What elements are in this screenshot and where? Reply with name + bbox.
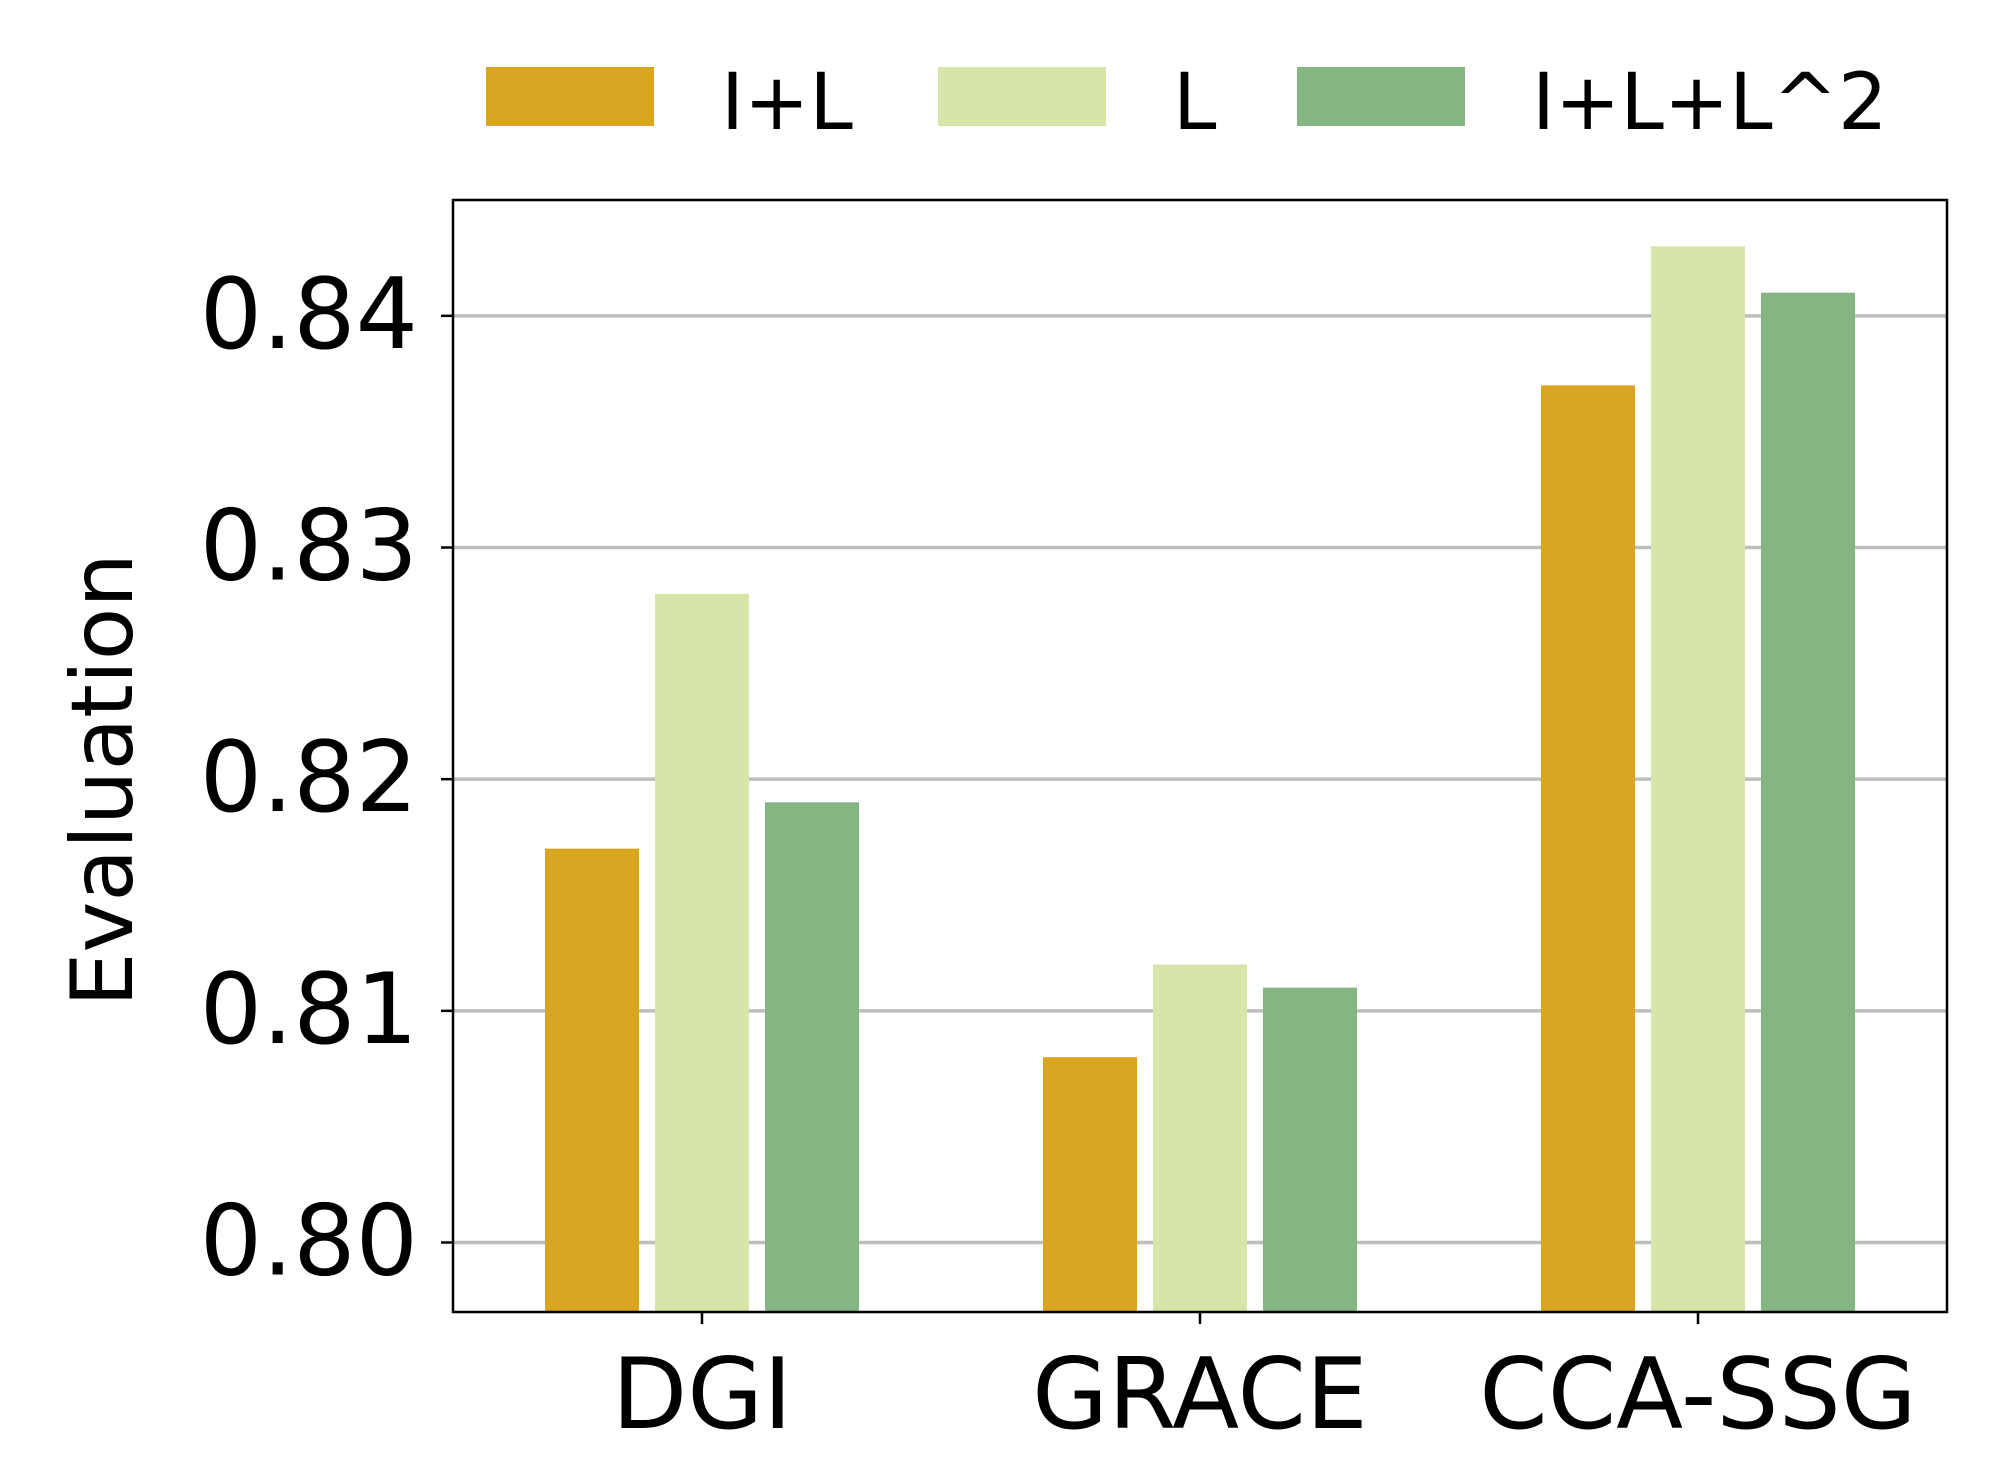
legend-swatch: [486, 67, 654, 126]
legend-label: I+L: [721, 58, 853, 148]
legend-label: L: [1173, 58, 1217, 148]
bars: [545, 246, 1855, 1313]
y-tick-label: 0.83: [200, 490, 418, 604]
bar: [1153, 964, 1247, 1312]
bar: [655, 593, 749, 1312]
bar: [1541, 385, 1635, 1312]
x-tick-label: DGI: [612, 1338, 792, 1452]
x-axis-ticks: DGI GRACE CCA-SSG: [612, 1312, 1917, 1452]
bar: [1761, 292, 1855, 1313]
x-tick-label: GRACE: [1032, 1338, 1368, 1452]
y-tick-label: 0.81: [200, 953, 418, 1067]
legend-swatch: [1297, 67, 1465, 126]
y-tick-label: 0.80: [200, 1185, 418, 1299]
bar: [1651, 246, 1745, 1312]
legend-label: I+L+L^2: [1532, 58, 1888, 148]
bar: [545, 848, 639, 1312]
legend: I+L L I+L+L^2: [486, 58, 1888, 148]
y-tick-label: 0.84: [200, 258, 418, 372]
y-tick-label: 0.82: [200, 721, 418, 835]
y-axis-ticks: 0.80 0.81 0.82 0.83 0.84: [200, 258, 453, 1299]
bar: [765, 802, 859, 1312]
x-tick-label: CCA-SSG: [1479, 1338, 1916, 1452]
bar: [1263, 987, 1357, 1312]
legend-swatch: [938, 67, 1106, 126]
bar: [1043, 1057, 1137, 1312]
y-axis-label: Evaluation: [53, 553, 153, 1007]
